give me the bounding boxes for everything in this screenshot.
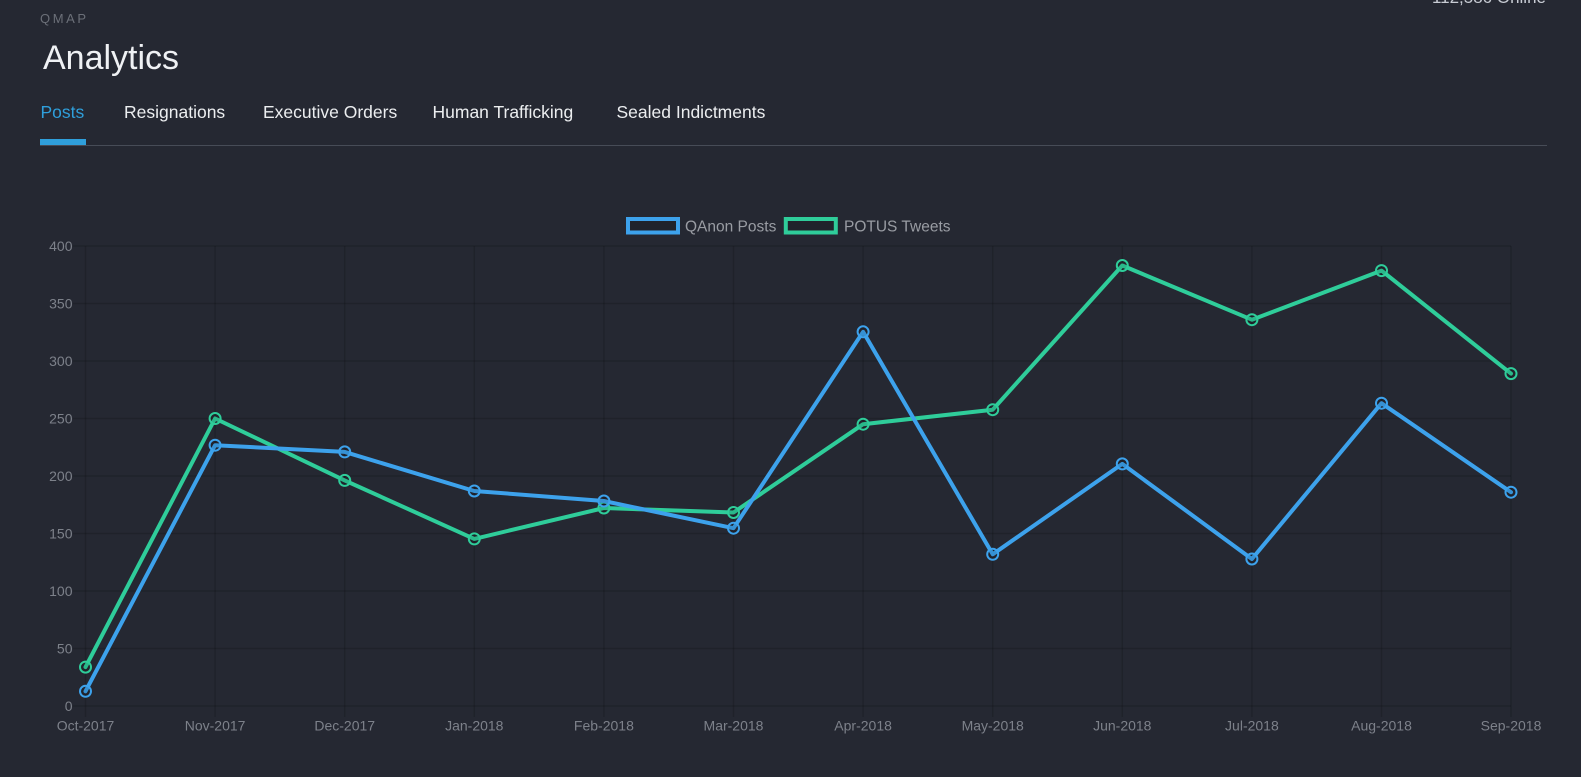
- svg-text:Jun-2018: Jun-2018: [1093, 718, 1152, 734]
- svg-text:May-2018: May-2018: [962, 718, 1024, 734]
- svg-text:350: 350: [49, 296, 73, 312]
- svg-text:QAnon Posts: QAnon Posts: [685, 219, 777, 236]
- svg-text:300: 300: [49, 353, 73, 369]
- svg-text:Feb-2018: Feb-2018: [574, 718, 634, 734]
- svg-text:400: 400: [49, 238, 73, 254]
- svg-text:Jan-2018: Jan-2018: [445, 718, 504, 734]
- svg-text:150: 150: [49, 526, 73, 542]
- svg-text:0: 0: [65, 698, 73, 714]
- svg-text:Dec-2017: Dec-2017: [314, 718, 375, 734]
- svg-text:Jul-2018: Jul-2018: [1225, 718, 1279, 734]
- svg-text:Apr-2018: Apr-2018: [834, 718, 892, 734]
- svg-text:Oct-2017: Oct-2017: [57, 718, 115, 734]
- svg-text:POTUS Tweets: POTUS Tweets: [844, 219, 951, 236]
- svg-text:Nov-2017: Nov-2017: [185, 718, 246, 734]
- svg-text:50: 50: [57, 641, 73, 657]
- svg-text:200: 200: [49, 468, 73, 484]
- svg-text:Mar-2018: Mar-2018: [704, 718, 764, 734]
- svg-text:250: 250: [49, 411, 73, 427]
- svg-text:Aug-2018: Aug-2018: [1351, 718, 1412, 734]
- svg-text:Sep-2018: Sep-2018: [1481, 718, 1542, 734]
- svg-text:100: 100: [49, 583, 73, 599]
